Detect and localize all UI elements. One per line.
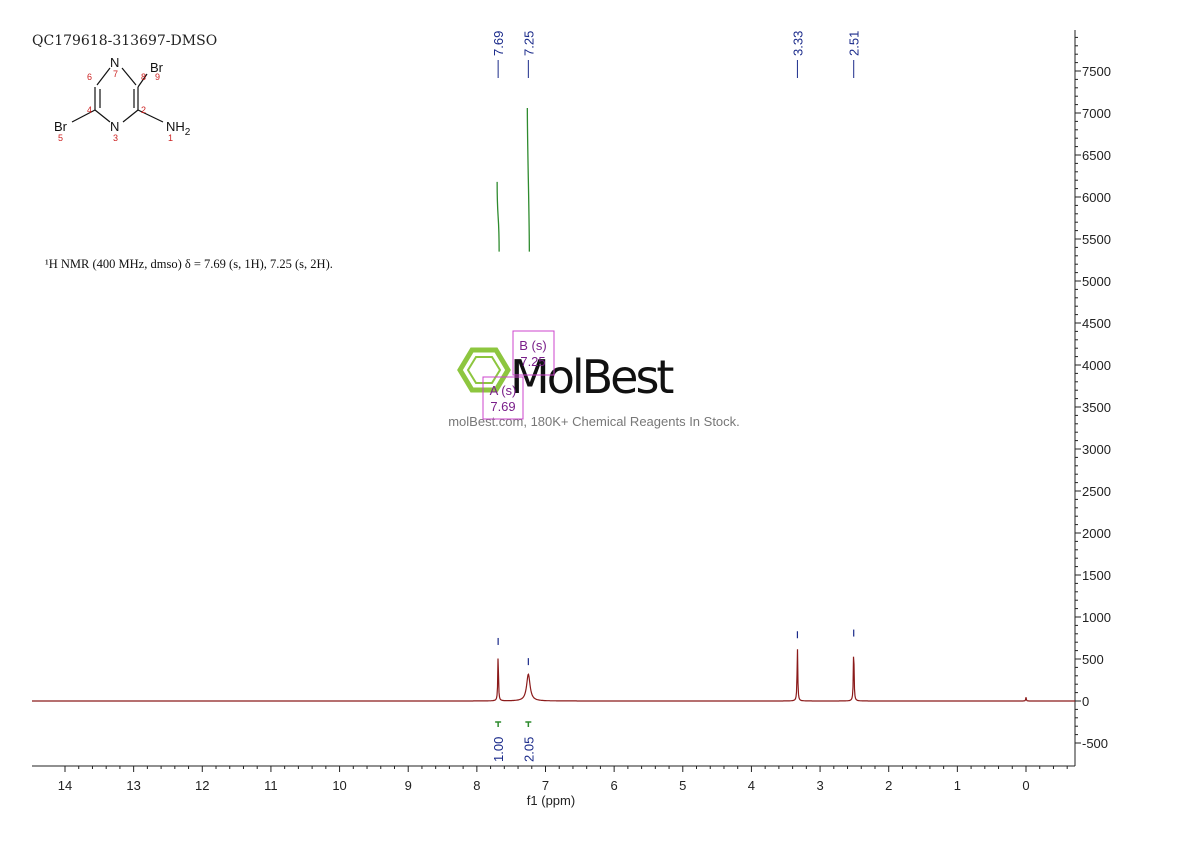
y-tick-label: 6500 (1082, 148, 1111, 163)
peak-label: 3.33 (790, 31, 805, 56)
x-tick-label: 2 (885, 778, 892, 793)
x-tick-label: 8 (473, 778, 480, 793)
atom-nh2-subscript: 2 (185, 127, 191, 138)
peak-label: 2.51 (847, 31, 862, 56)
integral-curve (496, 181, 500, 252)
x-tick-label: 7 (542, 778, 549, 793)
x-tick-label: 5 (679, 778, 686, 793)
integral-curves (496, 107, 530, 252)
y-tick-label: 1000 (1082, 610, 1111, 625)
atom-num-4: 4 (87, 105, 92, 115)
molecule-structure: N 7 Br 9 6 8 4 2 Br 5 N 3 NH2 1 (54, 55, 191, 143)
x-axis-ticks: 14 13 12 11 10 9 8 7 6 5 4 3 2 1 0 (58, 766, 1068, 793)
y-tick-label: 3500 (1082, 400, 1111, 415)
nmr-description: ¹H NMR (400 MHz, dmso) δ = 7.69 (s, 1H),… (45, 257, 333, 271)
x-tick-label: 3 (816, 778, 823, 793)
sample-id: QC179618-313697-DMSO (32, 33, 217, 49)
x-tick-label: 10 (332, 778, 346, 793)
atom-num-8: 8 (141, 72, 146, 82)
atom-num-1: 1 (168, 133, 173, 143)
integral-labels: 1.00 2.05 (491, 721, 536, 762)
multiplet-annotations: A (s)7.69 B (s)7.25 (482, 330, 555, 420)
x-tick-label: 12 (195, 778, 209, 793)
y-tick-label: 0 (1082, 694, 1089, 709)
y-tick-label: 5000 (1082, 274, 1111, 289)
watermark-brand: MolBest (510, 350, 673, 404)
integral-label: 1.00 (491, 737, 506, 762)
peak-label: 7.69 (491, 31, 506, 56)
watermark-tagline: molBest.com, 180K+ Chemical Reagents In … (448, 414, 740, 429)
y-tick-label: 7000 (1082, 106, 1111, 121)
y-tick-label: 500 (1082, 652, 1104, 667)
atom-num-9: 9 (155, 72, 160, 82)
y-axis-ticks: -500 0 500 1000 1500 2000 2500 3000 3500 4000 4500… (1075, 36, 1111, 751)
atom-num-3: 3 (113, 133, 118, 143)
x-tick-label: 9 (405, 778, 412, 793)
multiplet-box (512, 330, 555, 376)
atom-br9: Br (150, 60, 164, 75)
x-tick-label: 11 (264, 778, 278, 793)
atom-nh2: NH2 (166, 119, 191, 138)
x-tick-label: 1 (954, 778, 961, 793)
x-axis-title: f1 (ppm) (527, 793, 575, 808)
y-tick-label: -500 (1082, 736, 1108, 751)
x-tick-label: 4 (748, 778, 755, 793)
y-tick-label: 2000 (1082, 526, 1111, 541)
spectrum-line (32, 649, 1075, 702)
peak-label: 7.25 (521, 31, 536, 56)
y-tick-label: 2500 (1082, 484, 1111, 499)
x-tick-label: 14 (58, 778, 72, 793)
watermark: MolBest molBest.com, 180K+ Chemical Reag… (448, 347, 740, 429)
y-tick-label: 1500 (1082, 568, 1111, 583)
atom-n7: N (110, 55, 119, 70)
y-tick-label: 4500 (1082, 316, 1111, 331)
atom-num-5: 5 (58, 133, 63, 143)
multiplet-box (482, 376, 524, 420)
y-tick-label: 3000 (1082, 442, 1111, 457)
y-tick-label: 7500 (1082, 64, 1111, 79)
multiplet-name: A (s) (490, 383, 517, 398)
x-tick-label: 13 (126, 778, 140, 793)
atom-num-6: 6 (87, 72, 92, 82)
atom-nh2-symbol: NH (166, 119, 185, 134)
x-tick-label: 0 (1022, 778, 1029, 793)
x-tick-label: 6 (611, 778, 618, 793)
multiplet-value: 7.69 (490, 399, 515, 414)
multiplet-value: 7.25 (520, 354, 545, 369)
peak-labels: 7.69 7.25 3.33 2.51 (491, 31, 862, 666)
y-tick-label: 6000 (1082, 190, 1111, 205)
atom-num-2: 2 (141, 105, 146, 115)
y-tick-label: 5500 (1082, 232, 1111, 247)
multiplet-name: B (s) (519, 338, 546, 353)
integral-label: 2.05 (521, 737, 536, 762)
molbest-logo-icon (457, 347, 511, 393)
integral-curve (526, 107, 530, 252)
atom-num-7: 7 (113, 69, 118, 79)
atom-br5: Br (54, 119, 68, 134)
y-tick-label: 4000 (1082, 358, 1111, 373)
atom-n3: N (110, 119, 119, 134)
